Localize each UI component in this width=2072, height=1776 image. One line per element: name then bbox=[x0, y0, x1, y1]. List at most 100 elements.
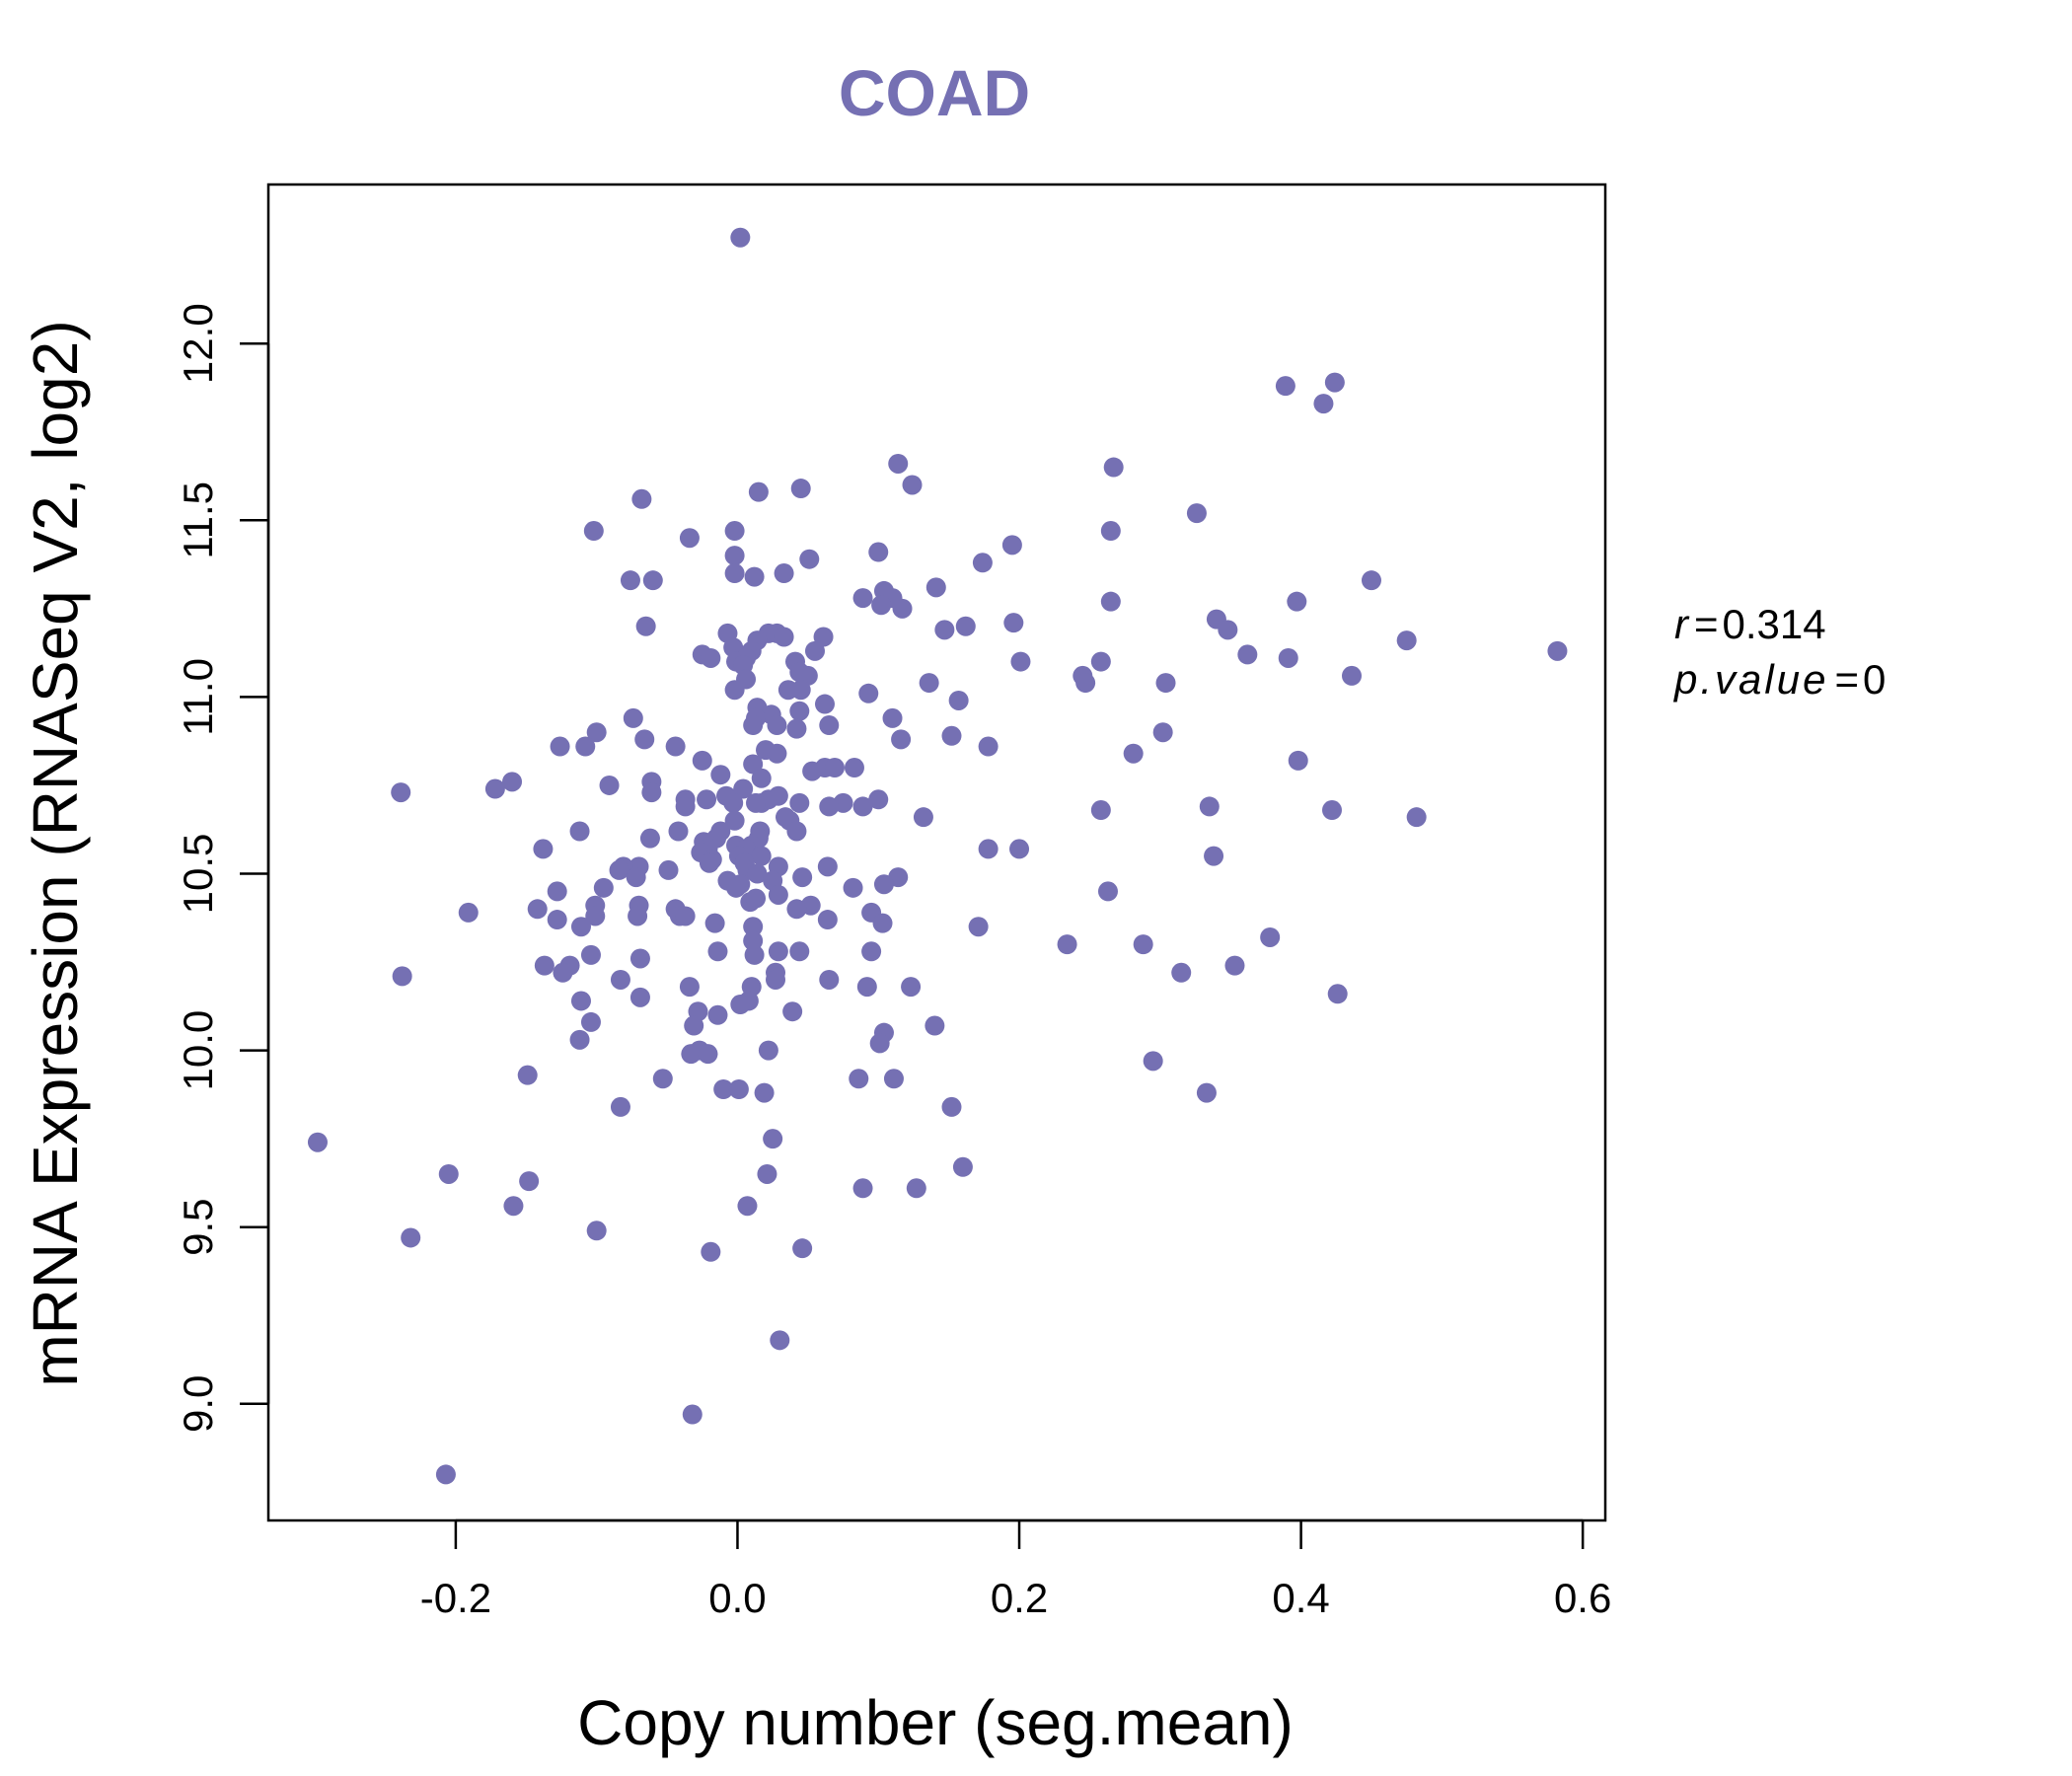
data-point bbox=[517, 1065, 538, 1085]
data-point bbox=[844, 758, 864, 778]
data-point bbox=[786, 821, 807, 842]
data-point bbox=[675, 796, 696, 817]
data-point bbox=[768, 884, 788, 905]
y-axis-label: mRNA Expression (RNASeq V2, log2) bbox=[20, 320, 91, 1386]
data-point bbox=[1324, 372, 1345, 393]
data-point bbox=[1152, 722, 1173, 743]
data-point bbox=[723, 792, 744, 813]
data-point bbox=[758, 1040, 778, 1061]
data-point bbox=[1275, 376, 1295, 397]
data-point bbox=[1361, 570, 1381, 591]
data-point bbox=[1224, 955, 1245, 976]
data-point bbox=[553, 962, 573, 983]
data-point bbox=[1133, 934, 1153, 955]
data-point bbox=[1322, 800, 1343, 821]
data-point bbox=[744, 944, 765, 965]
data-point bbox=[533, 839, 554, 859]
data-point bbox=[684, 1015, 704, 1036]
data-point bbox=[743, 715, 764, 736]
data-point bbox=[704, 913, 725, 933]
data-point bbox=[550, 736, 570, 757]
y-tick-label: 11.0 bbox=[175, 658, 221, 736]
data-point bbox=[599, 775, 620, 795]
data-point bbox=[743, 917, 764, 937]
stat-r-value: 0.314 bbox=[1723, 601, 1826, 647]
data-point bbox=[901, 977, 922, 998]
data-point bbox=[484, 778, 505, 799]
data-point bbox=[681, 1044, 702, 1065]
data-point bbox=[626, 867, 646, 888]
chart-title: COAD bbox=[839, 56, 1030, 129]
data-point bbox=[751, 768, 772, 788]
data-point bbox=[1143, 1051, 1163, 1072]
data-point bbox=[871, 595, 892, 616]
data-point bbox=[925, 1015, 945, 1036]
data-point bbox=[1278, 647, 1298, 668]
data-points bbox=[307, 227, 1568, 1485]
data-point bbox=[730, 995, 751, 1015]
data-point bbox=[767, 715, 787, 736]
data-point bbox=[438, 1163, 459, 1184]
data-point bbox=[707, 1004, 728, 1025]
data-point bbox=[1001, 535, 1022, 555]
data-point bbox=[751, 846, 772, 866]
data-point bbox=[1288, 750, 1308, 771]
data-point bbox=[707, 941, 728, 962]
data-point bbox=[609, 859, 629, 880]
data-point bbox=[792, 1238, 813, 1259]
data-point bbox=[628, 906, 648, 926]
data-point bbox=[1287, 591, 1307, 612]
data-point bbox=[620, 570, 640, 591]
data-point bbox=[1547, 640, 1568, 661]
data-point bbox=[679, 528, 700, 549]
stat-r: r =0.314 bbox=[1674, 601, 1826, 647]
data-point bbox=[861, 941, 882, 962]
data-point bbox=[737, 1196, 758, 1217]
stat-r-symbol: r bbox=[1674, 601, 1690, 647]
y-axis: 9.0 9.5 10.0 10.5 11.0 11.5 12.0 bbox=[175, 303, 270, 1433]
data-point bbox=[955, 616, 976, 636]
x-tick-label: 0.4 bbox=[1272, 1575, 1329, 1621]
data-point bbox=[763, 1129, 783, 1149]
data-point bbox=[789, 941, 810, 962]
stat-p-equals: = bbox=[1834, 656, 1859, 703]
data-point bbox=[1097, 881, 1118, 902]
data-point bbox=[948, 690, 969, 710]
data-point bbox=[1100, 521, 1121, 542]
data-point bbox=[583, 521, 604, 542]
data-point bbox=[744, 566, 765, 587]
data-point bbox=[679, 977, 700, 998]
data-point bbox=[610, 969, 630, 990]
data-point bbox=[824, 758, 845, 778]
data-point bbox=[1313, 394, 1334, 414]
data-point bbox=[754, 1082, 775, 1103]
data-point bbox=[891, 729, 912, 750]
data-point bbox=[843, 877, 863, 898]
data-point bbox=[906, 1178, 926, 1199]
data-point bbox=[1010, 651, 1031, 672]
data-point bbox=[728, 1078, 749, 1099]
x-axis: -0.2 0.0 0.2 0.4 0.6 bbox=[420, 1518, 1611, 1621]
data-point bbox=[774, 627, 794, 647]
data-point bbox=[814, 694, 835, 714]
data-point bbox=[724, 521, 745, 542]
plot-frame bbox=[266, 183, 1607, 1522]
data-point bbox=[819, 715, 840, 736]
data-point bbox=[792, 867, 813, 888]
data-point bbox=[623, 707, 643, 728]
data-point bbox=[852, 1178, 873, 1199]
stat-p-value: 0 bbox=[1863, 656, 1886, 703]
data-point bbox=[786, 899, 807, 920]
data-point bbox=[804, 640, 825, 661]
data-point bbox=[852, 588, 873, 609]
data-point bbox=[675, 906, 696, 926]
data-point bbox=[849, 1069, 869, 1089]
data-point bbox=[629, 948, 650, 969]
data-point bbox=[888, 453, 909, 474]
data-point bbox=[978, 839, 999, 859]
data-point bbox=[569, 821, 590, 842]
data-point bbox=[307, 1132, 328, 1152]
data-point bbox=[710, 765, 731, 785]
data-point bbox=[817, 910, 838, 930]
